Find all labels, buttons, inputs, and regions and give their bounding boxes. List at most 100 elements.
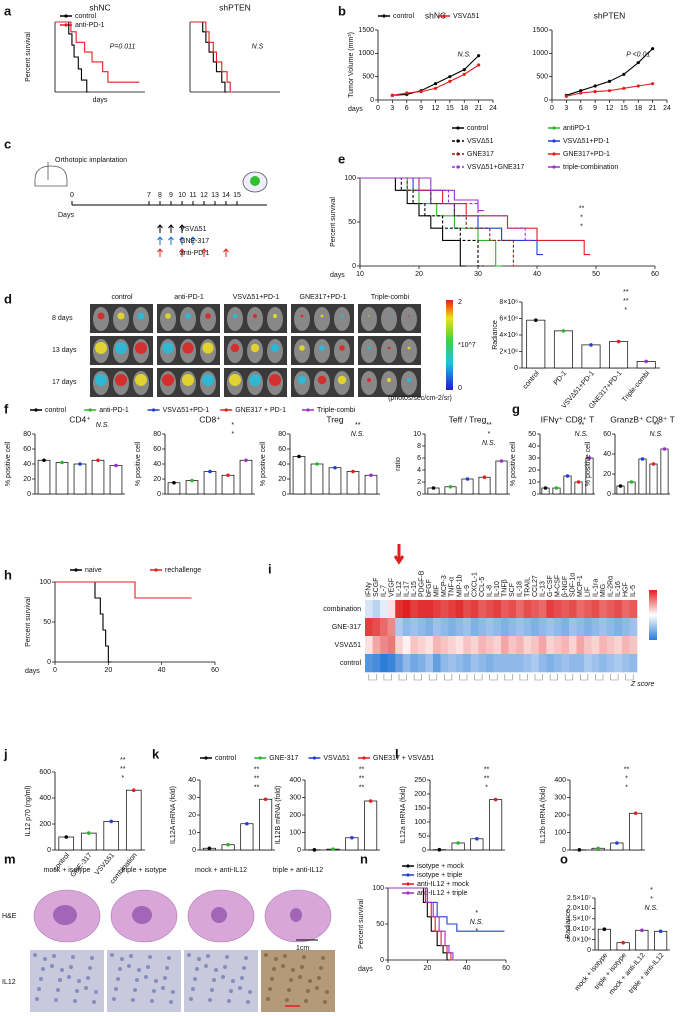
bar [221,474,235,495]
ihc-cell [33,953,37,957]
y-axis-label: IL12 p70 (ng/ml) [25,786,32,837]
ihc-cell [110,953,114,957]
x-tick-label: 50 [592,271,600,278]
ihc-cell [67,975,71,979]
column-label: G-CSF [547,575,554,597]
signal [162,374,174,386]
y-tick-label: 50 [376,921,384,928]
signal [340,314,344,318]
heat-cell [576,654,585,673]
heat-cell [387,654,396,673]
chart-title: Treg [326,414,343,424]
x-tick-label: triple + anti-IL12 [628,952,666,995]
legend-label: VSVΔ51+GNE317 [467,164,525,171]
column-label: GNE317+PD-1 [300,294,347,301]
annotation: ** [624,766,630,773]
chart-title: CD8⁺ [199,414,221,424]
heat-cell [387,600,396,619]
heat-cell [606,636,615,655]
heat-cell [576,618,585,637]
column-label: VSVΔ51+PD-1 [233,294,280,301]
day-label: 7 [147,192,151,199]
column-label: IFNγ [366,582,373,597]
signal [182,342,194,354]
ihc-cell [240,976,244,980]
x-tick-label: mock + isotype [574,952,610,992]
y-tick-label: 200 [39,821,51,828]
ihc-cell [73,999,77,1003]
row-label: IL12 [2,979,16,986]
y-tick-label: 300 [289,794,301,801]
ihc-cell [60,968,64,972]
chart-title: shPTEN [219,2,251,12]
bar-dot [190,478,194,483]
panel-letter: m [4,851,16,866]
ihc-cell [152,989,156,993]
ihc-cell [270,977,274,981]
y-tick-label: 0 [282,491,286,498]
heat-cell [478,654,487,673]
y-axis-label: % positive cell [5,441,12,486]
y-axis-label: % positive cell [135,441,142,486]
day-label: 9 [169,192,173,199]
colorbar [446,300,453,390]
heat-cell [372,636,381,655]
ihc-cell [163,976,167,980]
bar [478,476,491,495]
point [622,86,626,90]
heat-cell [470,600,479,619]
heat-cell [606,618,615,637]
ihc-cell [266,997,270,1001]
y-tick-label: 0 [587,947,591,954]
heat-cell [576,600,585,619]
bar [91,459,105,495]
mouse [361,339,377,363]
bar-dot [226,473,230,478]
tumor-icon [250,176,260,186]
heat-cell [395,600,404,619]
point [462,68,466,72]
bar-dot [244,458,248,463]
point [477,63,481,67]
series-line [190,21,233,93]
x-tick-label: 9 [419,105,423,112]
annotation: * [487,431,490,438]
legend-marker [204,756,208,760]
x-axis-label: days [348,106,363,113]
heat-cell [599,600,608,619]
x-tick-label: 0 [376,105,380,112]
ihc-cell [193,977,197,981]
column-label: IL-15 [411,581,418,597]
bar-dot [576,480,581,484]
heat-cell [433,618,441,637]
bar [109,465,123,495]
y-tick-label: 4×10⁶ [499,332,518,339]
heat-cell [501,600,509,619]
column-label: IL-18 [517,581,524,597]
x-tick-label: 21 [475,105,483,112]
signal [95,342,107,354]
heat-cell [584,654,592,673]
series-line [360,177,532,242]
legend-marker [552,152,556,156]
ihc-cell [291,968,295,972]
y-tick-label: 50 [43,619,51,626]
ihc-cell [246,1000,250,1004]
legend-label: isotype + mock [417,863,464,870]
legend-marker [456,126,460,130]
bar-dot [207,846,212,851]
annotation: ** [484,775,490,782]
heat-cell [621,654,630,673]
y-tick-label: 8 [417,443,421,450]
he-tumor [53,905,77,925]
chart-title: shNC [425,10,446,20]
heat-cell [365,636,373,655]
arrow [168,224,174,233]
point [622,72,626,76]
row-label: 8 days [52,315,73,322]
heat-cell [417,600,426,619]
heat-cell [417,636,426,655]
ihc-cell [223,965,227,969]
bar [239,459,253,495]
ihc-cell [37,987,41,991]
